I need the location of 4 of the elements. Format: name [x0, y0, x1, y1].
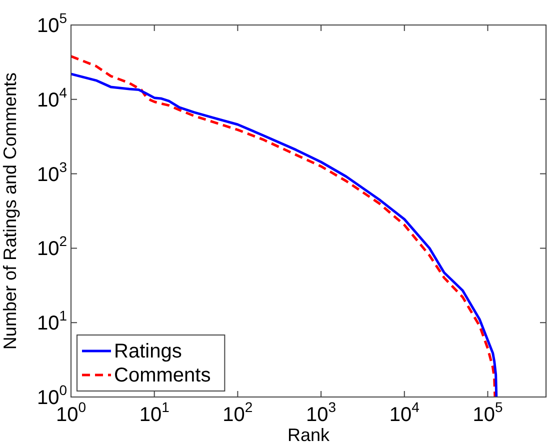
- x-axis-title: Rank: [287, 425, 331, 446]
- y-axis-title: Number of Ratings and Comments: [0, 72, 20, 350]
- legend-label: Comments: [114, 364, 211, 387]
- legend-label: Ratings: [114, 340, 182, 363]
